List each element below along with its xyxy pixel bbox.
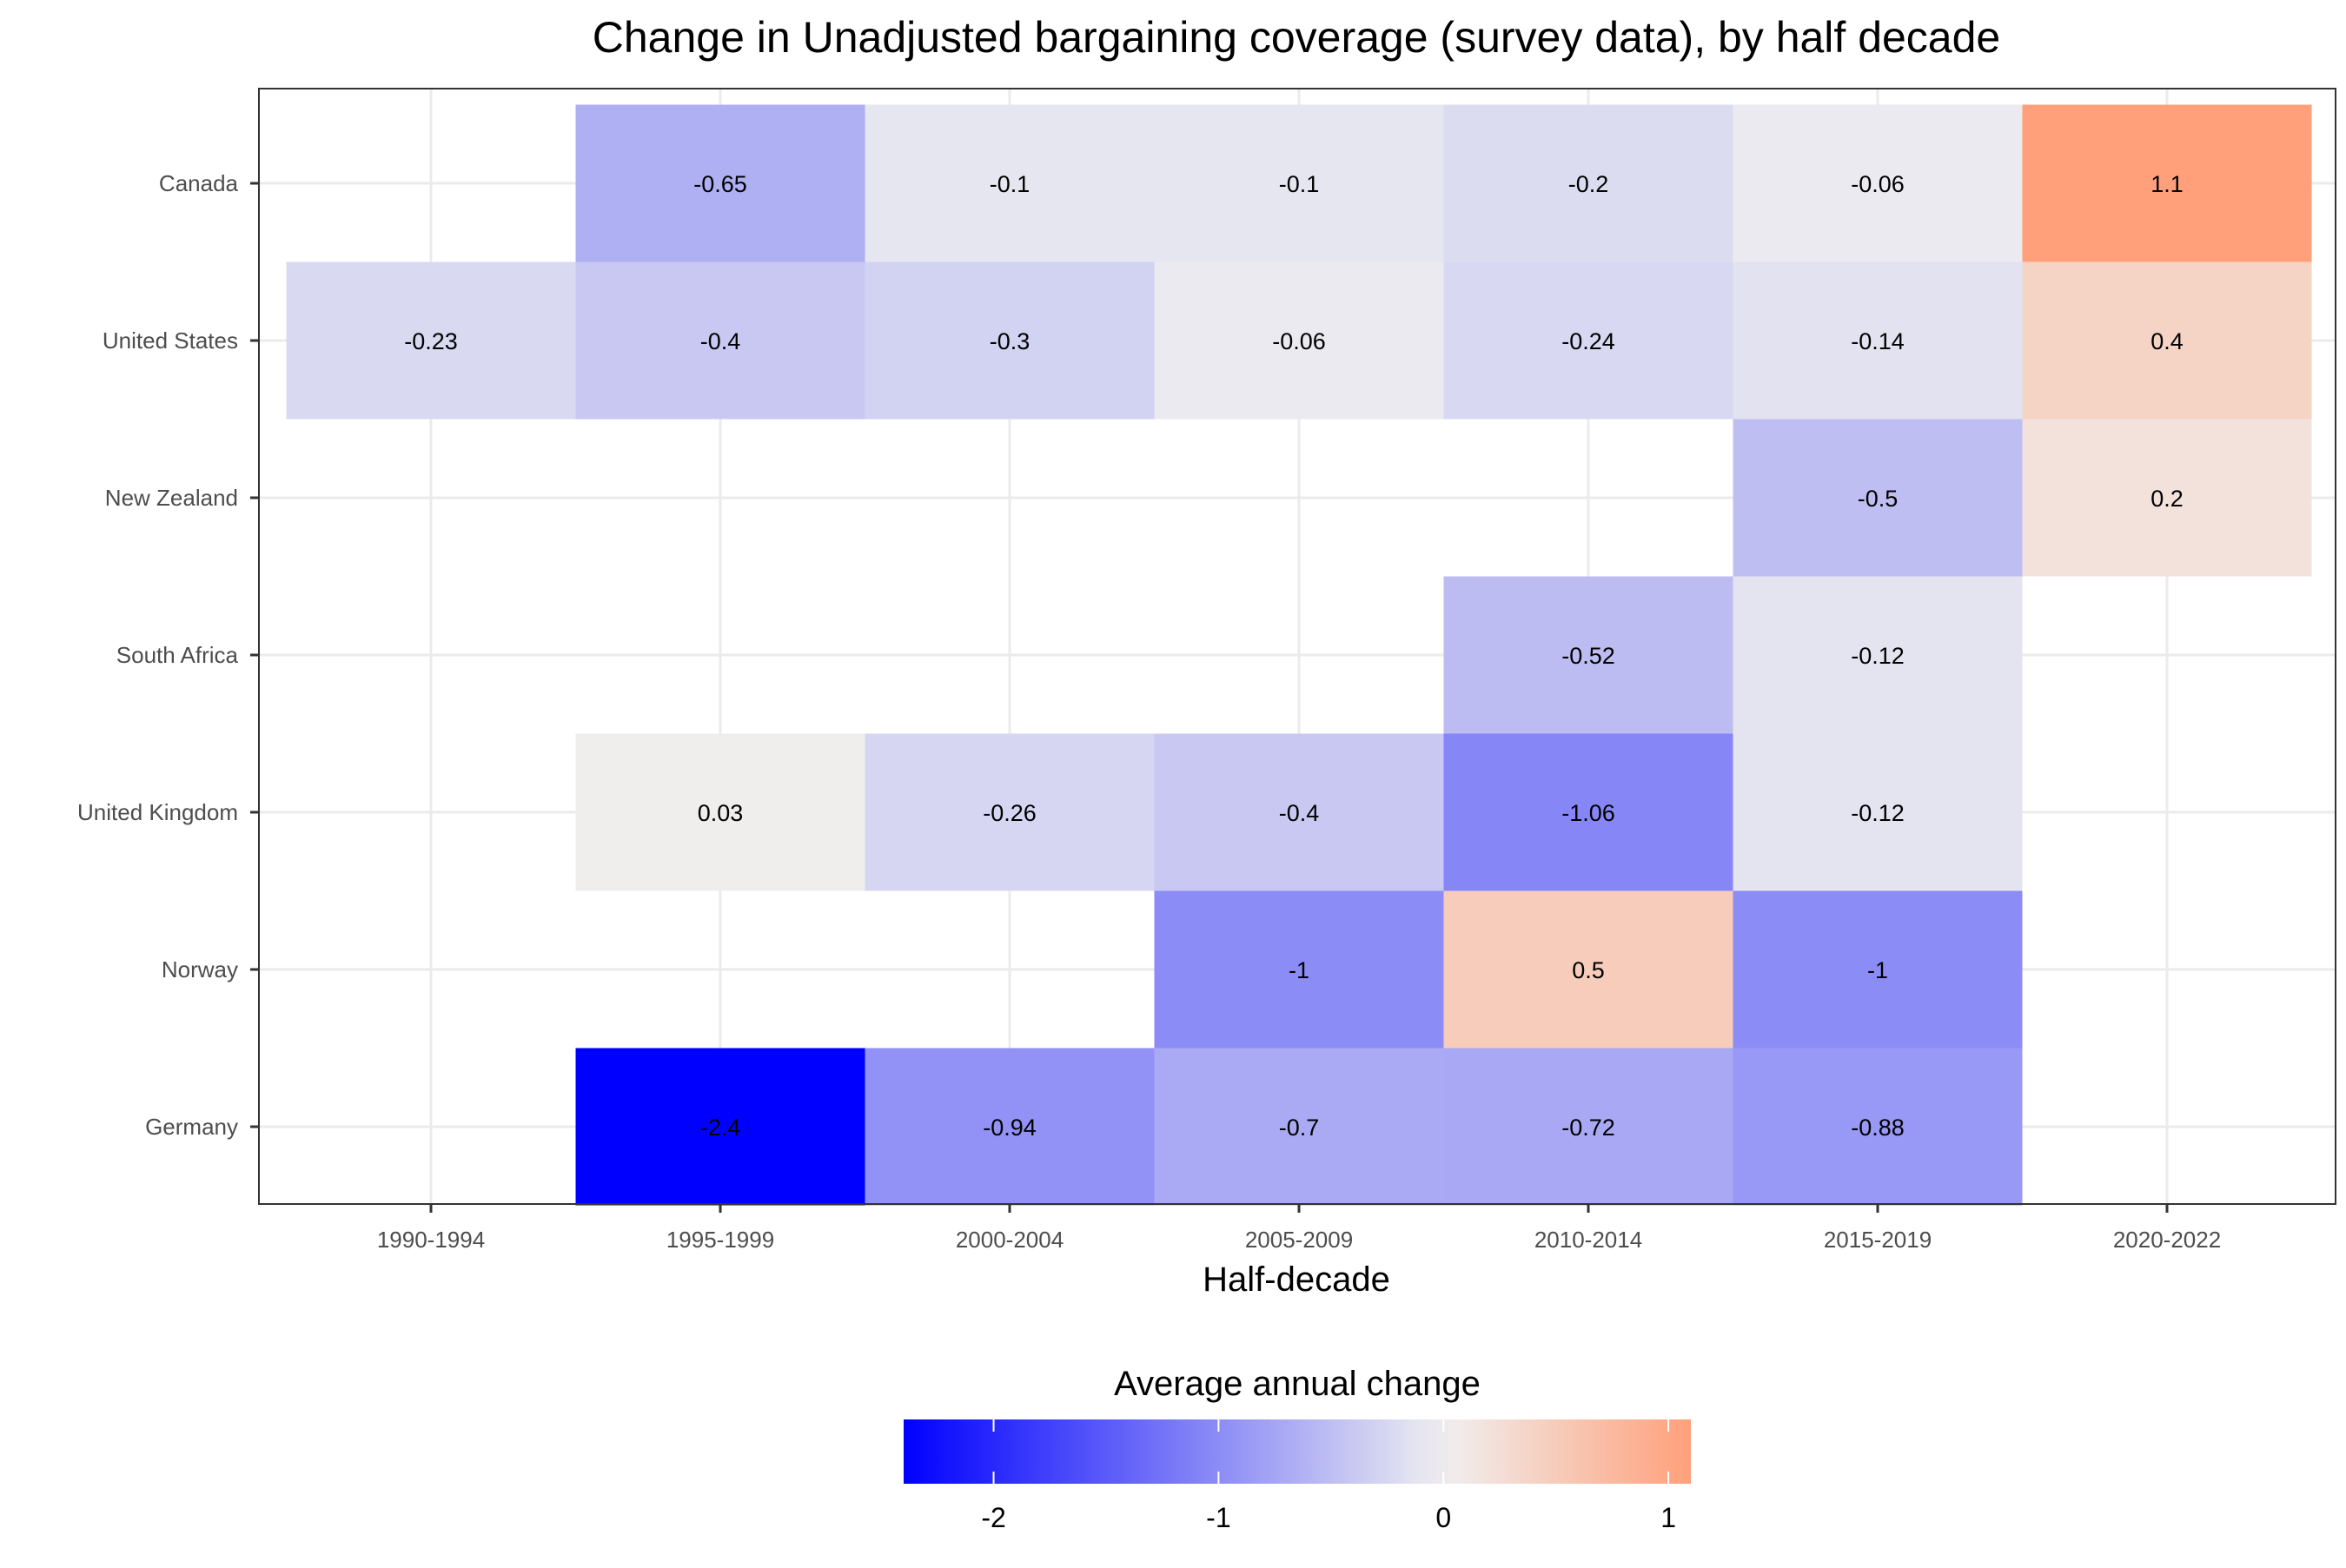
x-axis-tick-label: 2000-2004 [956, 1227, 1064, 1253]
legend-colorbar [904, 1419, 1691, 1484]
y-axis-tick-label: Canada [159, 170, 239, 196]
x-axis-tick-label: 2010-2014 [1534, 1227, 1642, 1253]
heatmap-cell [1154, 733, 1444, 891]
cell-value-label: 0.4 [2150, 328, 2184, 354]
chart-title: Change in Unadjusted bargaining coverage… [593, 13, 2000, 62]
y-axis-tick-label: United Kingdom [77, 799, 238, 825]
cell-value-label: -1.06 [1561, 800, 1615, 826]
heatmap-cell [1733, 890, 2023, 1049]
cell-value-label: -0.12 [1851, 800, 1905, 826]
y-axis-tick-label: United States [103, 327, 238, 354]
heatmap-cell [286, 261, 576, 420]
legend-ticks: -2 -1 0 1 [981, 1419, 1676, 1533]
x-axis-tick-label: 2020-2022 [2113, 1227, 2221, 1253]
cell-value-label: -0.24 [1561, 328, 1615, 354]
cell-value-label: -0.72 [1561, 1115, 1615, 1141]
heatmap-cell [1154, 890, 1444, 1049]
heatmap-cell [575, 733, 865, 891]
cell-value-label: -1 [1867, 957, 1888, 983]
plot-panel-border [258, 88, 2336, 1205]
heatmap-cell [1154, 261, 1444, 420]
heatmap-cell [2022, 261, 2312, 420]
x-axis-tick-label: 2015-2019 [1824, 1227, 1932, 1253]
heatmap-cell [575, 1048, 865, 1206]
cell-value-label: -0.7 [1279, 1115, 1320, 1141]
y-axis-tick-label: South Africa [116, 642, 239, 668]
heatmap-cell [1733, 419, 2023, 577]
cell-value-label: 0.5 [1572, 957, 1605, 983]
cell-value-label: -0.52 [1561, 643, 1615, 669]
color-legend: Average annual change -2 -1 0 1 [904, 1365, 1691, 1533]
cell-value-label: -0.26 [983, 800, 1037, 826]
heatmap-cell [1443, 261, 1733, 420]
heatmap-cell [1154, 1048, 1444, 1206]
y-axis-tick-label: Norway [162, 956, 238, 982]
heatmap-cell [1154, 104, 1444, 262]
cell-value-label: -0.88 [1851, 1115, 1905, 1141]
y-axis: Canada United States New Zealand South Afri… [77, 170, 259, 1140]
heatmap-cell [1733, 733, 2023, 891]
cell-value-label: -0.1 [990, 171, 1031, 197]
cell-value-label: -0.12 [1851, 643, 1905, 669]
heatmap-cell [865, 104, 1155, 262]
cell-value-label: -0.65 [693, 171, 747, 197]
cell-value-label: -0.14 [1851, 328, 1905, 354]
cell-value-label: -0.5 [1858, 486, 1899, 512]
heatmap-cell [1733, 576, 2023, 734]
x-axis: 1990-1994 1995-1999 2000-2004 2005-2009 2010… [377, 1204, 2221, 1253]
legend-tick-label: 1 [1660, 1502, 1676, 1533]
cell-value-label: -0.06 [1851, 171, 1905, 197]
cell-value-label: -0.4 [1279, 800, 1320, 826]
x-axis-tick-label: 1990-1994 [377, 1227, 485, 1253]
heatmap-cell [1733, 1048, 2023, 1206]
cell-value-label: -0.06 [1272, 328, 1326, 354]
y-axis-tick-label: New Zealand [105, 485, 238, 511]
heatmap-cell [2022, 419, 2312, 577]
cell-value-label: -0.94 [983, 1115, 1037, 1141]
legend-tick-label: -1 [1206, 1502, 1230, 1533]
heatmap-cell [865, 261, 1155, 420]
x-axis-tick-label: 1995-1999 [666, 1227, 774, 1253]
x-axis-tick-label: 2005-2009 [1245, 1227, 1353, 1253]
legend-tick-label: 0 [1435, 1502, 1451, 1533]
cell-value-label: -1 [1289, 957, 1309, 983]
heatmap-cell [1733, 261, 2023, 420]
heatmap-cell [1443, 890, 1733, 1049]
cell-value-label: -0.1 [1279, 171, 1320, 197]
heatmap-cell [1733, 104, 2023, 262]
heatmap-cell [1443, 104, 1733, 262]
heatmap-cell [1443, 1048, 1733, 1206]
cell-value-label: -0.23 [404, 328, 458, 354]
cell-value-label: -0.2 [1568, 171, 1609, 197]
cell-value-labels: -0.65 -0.1 -0.1 -0.2 -0.06 1.1 -0.23 -0.4 -0.3 -0… [404, 171, 2184, 1141]
heatmap-cells [286, 104, 2312, 1206]
y-axis-tick-label: Germany [145, 1114, 238, 1140]
legend-tick-label: -2 [981, 1502, 1005, 1533]
heatmap-cell [2022, 104, 2312, 262]
cell-value-label: -0.3 [990, 328, 1031, 354]
heatmap-cell [1443, 576, 1733, 734]
cell-value-label: 1.1 [2150, 171, 2184, 197]
cell-value-label: 0.03 [698, 800, 744, 826]
heatmap-cell [865, 1048, 1155, 1206]
cell-value-label: 0.2 [2150, 486, 2184, 512]
heatmap-cell [575, 261, 865, 420]
heatmap-cell [865, 733, 1155, 891]
heatmap-cell [575, 104, 865, 262]
cell-value-label: -0.4 [700, 328, 741, 354]
x-axis-title: Half-decade [1203, 1260, 1390, 1299]
cell-value-label: -2.4 [700, 1115, 741, 1141]
legend-title: Average annual change [1114, 1365, 1481, 1403]
heatmap-cell [1443, 733, 1733, 891]
